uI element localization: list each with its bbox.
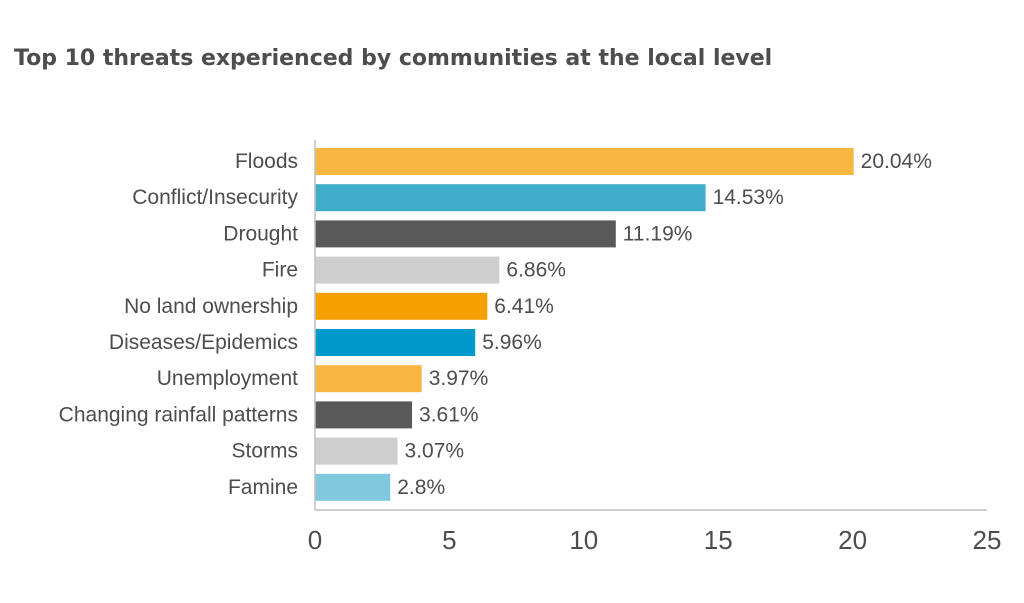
- bar-drought: [315, 220, 616, 248]
- category-label-no-land-ownership: No land ownership: [124, 295, 298, 318]
- value-label-floods: 20.04%: [861, 150, 932, 173]
- value-labels-group: 20.04% 14.53% 11.19% 6.86% 6.41% 5.96% 3.97% 3.…: [397, 150, 932, 499]
- value-label-diseases-epidemics: 5.96%: [482, 331, 542, 354]
- x-tick-label-15: 15: [704, 525, 733, 555]
- x-tick-label-10: 10: [569, 525, 598, 555]
- value-label-famine: 2.8%: [397, 476, 445, 499]
- value-label-unemployment: 3.97%: [429, 367, 489, 390]
- category-label-changing-rainfall-patterns: Changing rainfall patterns: [59, 403, 298, 426]
- category-label-unemployment: Unemployment: [157, 367, 298, 390]
- value-label-fire: 6.86%: [506, 259, 566, 282]
- value-label-storms: 3.07%: [405, 440, 465, 463]
- bar-storms: [315, 437, 398, 465]
- bar-conflict-insecurity: [315, 184, 706, 212]
- category-label-drought: Drought: [223, 222, 298, 245]
- x-tick-label-25: 25: [973, 525, 1002, 555]
- value-label-drought: 11.19%: [623, 222, 693, 245]
- category-label-floods: Floods: [235, 150, 298, 173]
- bars-group: [315, 148, 854, 501]
- bar-famine: [315, 473, 391, 501]
- x-tick-label-20: 20: [838, 525, 867, 555]
- value-label-changing-rainfall-patterns: 3.61%: [419, 403, 479, 426]
- bar-floods: [315, 148, 854, 175]
- category-label-fire: Fire: [262, 259, 298, 282]
- bar-no-land-ownership: [315, 292, 488, 320]
- bar-unemployment: [315, 365, 422, 393]
- value-label-conflict-insecurity: 14.53%: [713, 186, 784, 209]
- bar-changing-rainfall-patterns: [315, 401, 413, 429]
- category-label-storms: Storms: [231, 440, 298, 463]
- category-labels-group: Floods Conflict/Insecurity Drought Fire No l…: [59, 150, 299, 499]
- bar-fire: [315, 256, 500, 284]
- value-label-no-land-ownership: 6.41%: [494, 295, 554, 318]
- chart-title: Top 10 threats experienced by communitie…: [14, 46, 773, 71]
- bar-diseases-epidemics: [315, 329, 476, 356]
- x-tick-label-0: 0: [308, 525, 322, 555]
- x-tick-label-5: 5: [442, 525, 456, 555]
- x-tick-labels-group: 0 5 10 15 20 25: [308, 525, 1002, 555]
- category-label-diseases-epidemics: Diseases/Epidemics: [109, 331, 298, 354]
- category-label-famine: Famine: [228, 476, 298, 499]
- category-label-conflict-insecurity: Conflict/Insecurity: [132, 186, 298, 209]
